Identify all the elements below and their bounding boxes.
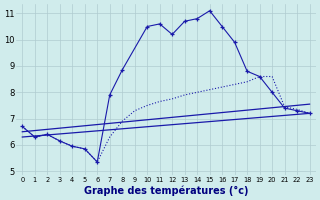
X-axis label: Graphe des températures (°c): Graphe des températures (°c)	[84, 185, 248, 196]
